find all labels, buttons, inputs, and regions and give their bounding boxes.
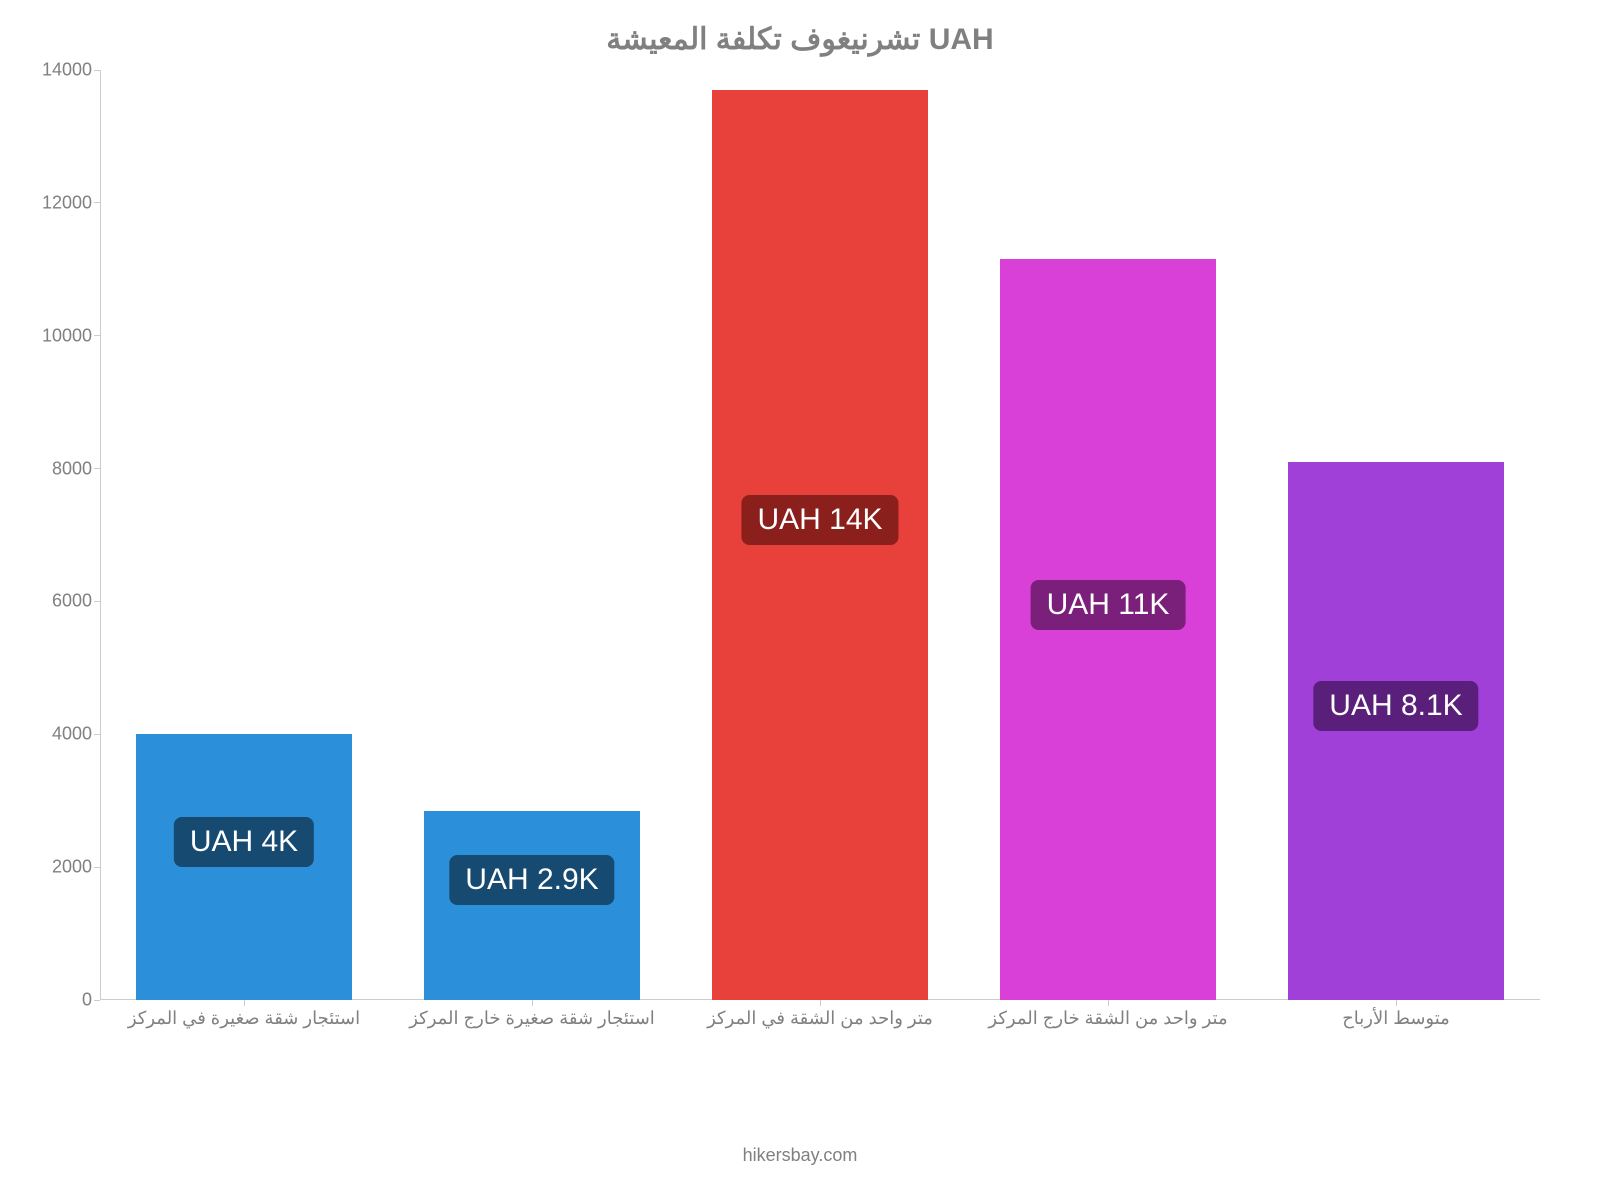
ytick-mark — [94, 734, 100, 735]
xtick-mark — [1108, 1000, 1109, 1006]
ytick-label: 6000 — [2, 591, 92, 612]
ytick-label: 4000 — [2, 724, 92, 745]
ytick-label: 2000 — [2, 857, 92, 878]
chart-title: تشرنيغوف تكلفة المعيشة UAH — [0, 22, 1600, 57]
attribution-text: hikersbay.com — [0, 1145, 1600, 1166]
ytick-mark — [94, 468, 100, 469]
ytick-label: 12000 — [2, 192, 92, 213]
ytick-mark — [94, 601, 100, 602]
xtick-label: استئجار شقة صغيرة في المركز — [128, 1008, 360, 1029]
ytick-label: 10000 — [2, 325, 92, 346]
bar — [712, 90, 928, 1000]
xtick-label: استئجار شقة صغيرة خارج المركز — [409, 1008, 655, 1029]
ytick-label: 8000 — [2, 458, 92, 479]
xtick-mark — [1396, 1000, 1397, 1006]
bar — [424, 811, 640, 1000]
xtick-mark — [244, 1000, 245, 1006]
plot-area: 02000400060008000100001200014000UAH 4Kاس… — [100, 70, 1540, 1000]
xtick-mark — [532, 1000, 533, 1006]
ytick-mark — [94, 70, 100, 71]
ytick-mark — [94, 202, 100, 203]
ytick-label: 0 — [2, 990, 92, 1011]
ytick-mark — [94, 867, 100, 868]
ytick-mark — [94, 1000, 100, 1001]
y-axis-line — [100, 70, 101, 1000]
bar-value-label: UAH 14K — [741, 495, 898, 545]
xtick-label: متر واحد من الشقة خارج المركز — [988, 1008, 1227, 1029]
bar-value-label: UAH 11K — [1031, 580, 1186, 630]
bar — [1288, 462, 1504, 1000]
xtick-label: متوسط الأرباح — [1342, 1008, 1450, 1029]
xtick-mark — [820, 1000, 821, 1006]
cost-of-living-chart: تشرنيغوف تكلفة المعيشة UAH 0200040006000… — [0, 0, 1600, 1200]
bar-value-label: UAH 8.1K — [1313, 681, 1478, 731]
ytick-label: 14000 — [2, 60, 92, 81]
bar-value-label: UAH 4K — [174, 817, 314, 867]
ytick-mark — [94, 335, 100, 336]
bar-value-label: UAH 2.9K — [449, 855, 614, 905]
xtick-label: متر واحد من الشقة في المركز — [707, 1008, 933, 1029]
